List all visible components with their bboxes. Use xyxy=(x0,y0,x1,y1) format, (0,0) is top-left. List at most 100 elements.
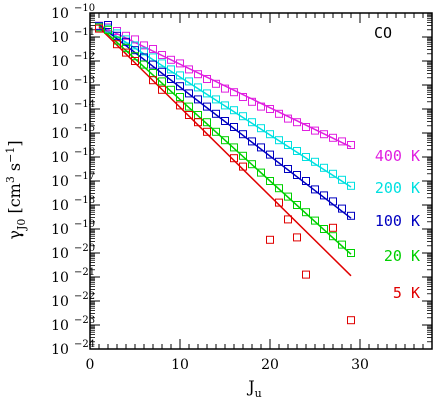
data-point xyxy=(302,153,310,161)
data-point xyxy=(329,133,337,142)
x-tick-label: 10 xyxy=(171,357,189,373)
data-point xyxy=(284,165,292,173)
data-point xyxy=(158,51,166,59)
data-point xyxy=(248,160,256,169)
data-point xyxy=(176,82,184,91)
data-point xyxy=(266,177,274,185)
data-point xyxy=(293,118,301,127)
data-point xyxy=(329,197,337,206)
data-point xyxy=(149,45,157,53)
data-point xyxy=(140,60,148,69)
data-point xyxy=(149,60,157,69)
data-point xyxy=(329,232,337,241)
data-point xyxy=(284,215,292,224)
data-point xyxy=(194,118,202,127)
data-point xyxy=(284,141,292,149)
data-point xyxy=(230,154,238,163)
data-point xyxy=(113,40,121,49)
data-point xyxy=(140,41,148,50)
data-point xyxy=(293,201,301,209)
data-point xyxy=(311,157,319,166)
data-point xyxy=(176,93,184,101)
data-point xyxy=(158,77,166,86)
y-tick-exponent: −13 xyxy=(74,75,95,86)
data-point xyxy=(275,109,283,118)
data-point xyxy=(203,118,211,127)
x-tick-label: 20 xyxy=(261,357,279,373)
data-point xyxy=(293,171,301,179)
data-point xyxy=(203,89,211,98)
data-point xyxy=(131,46,139,55)
data-point xyxy=(347,181,355,190)
data-point xyxy=(212,95,220,104)
data-points xyxy=(95,21,355,325)
data-point xyxy=(221,84,229,93)
data-point xyxy=(266,130,274,139)
data-point xyxy=(257,168,265,177)
data-point xyxy=(275,136,283,145)
data-point xyxy=(158,85,166,94)
y-tick-label: 10 xyxy=(51,6,69,22)
data-point xyxy=(266,105,274,113)
y-tick-exponent: −12 xyxy=(74,51,95,62)
y-tick-label: 10 xyxy=(51,270,69,286)
data-point xyxy=(203,75,211,83)
y-tick-label: 10 xyxy=(51,294,69,310)
data-point xyxy=(212,109,220,118)
data-point xyxy=(95,24,103,33)
y-tick-label: 10 xyxy=(51,174,69,190)
data-point xyxy=(122,43,130,52)
fit-line xyxy=(98,25,352,255)
y-tick-exponent: −20 xyxy=(74,243,95,254)
molecule-annotation: CO xyxy=(374,24,392,42)
data-point xyxy=(104,25,112,34)
y-tick-exponent: −15 xyxy=(74,123,95,134)
data-point xyxy=(239,130,247,139)
data-point xyxy=(212,79,220,88)
data-point xyxy=(311,126,319,135)
series-labels: 400 K 200 K 100 K 20 K 5 K xyxy=(375,147,420,302)
data-point xyxy=(248,137,256,146)
data-point xyxy=(320,163,328,172)
data-point xyxy=(185,102,193,111)
data-point xyxy=(194,70,202,79)
data-point xyxy=(302,123,310,131)
data-point xyxy=(347,141,355,149)
data-point xyxy=(158,67,166,76)
fit-lines xyxy=(98,24,352,277)
y-tick-exponent: −23 xyxy=(74,315,95,326)
data-point xyxy=(131,57,139,65)
y-tick-label: 10 xyxy=(51,30,69,46)
fit-line xyxy=(98,26,352,277)
data-point xyxy=(203,127,211,136)
data-point xyxy=(221,136,229,145)
data-point xyxy=(167,55,175,64)
data-point xyxy=(257,102,265,111)
y-tick-label: 10 xyxy=(51,222,69,238)
y-tick-label: 10 xyxy=(51,102,69,118)
y-tick-label: 10 xyxy=(51,78,69,94)
data-point xyxy=(185,89,193,98)
data-point xyxy=(293,233,301,242)
data-point xyxy=(167,75,175,83)
y-tick-label: 10 xyxy=(51,126,69,142)
data-point xyxy=(122,37,130,46)
data-point xyxy=(338,204,346,213)
data-point xyxy=(203,102,211,111)
x-tick-label: 0 xyxy=(86,357,95,373)
data-point xyxy=(320,191,328,200)
y-tick-label: 10 xyxy=(51,246,69,262)
y-tick-exponent: −10 xyxy=(74,3,95,14)
data-point xyxy=(275,157,283,166)
data-point xyxy=(239,151,247,160)
data-point xyxy=(311,185,319,194)
data-point xyxy=(167,85,175,94)
data-point xyxy=(185,77,193,86)
x-tick-label: 30 xyxy=(351,357,369,373)
x-axis-title: Ju xyxy=(246,377,262,400)
data-point xyxy=(185,111,193,119)
series-label-4: 5 K xyxy=(393,284,420,302)
y-tick-label: 10 xyxy=(51,318,69,334)
